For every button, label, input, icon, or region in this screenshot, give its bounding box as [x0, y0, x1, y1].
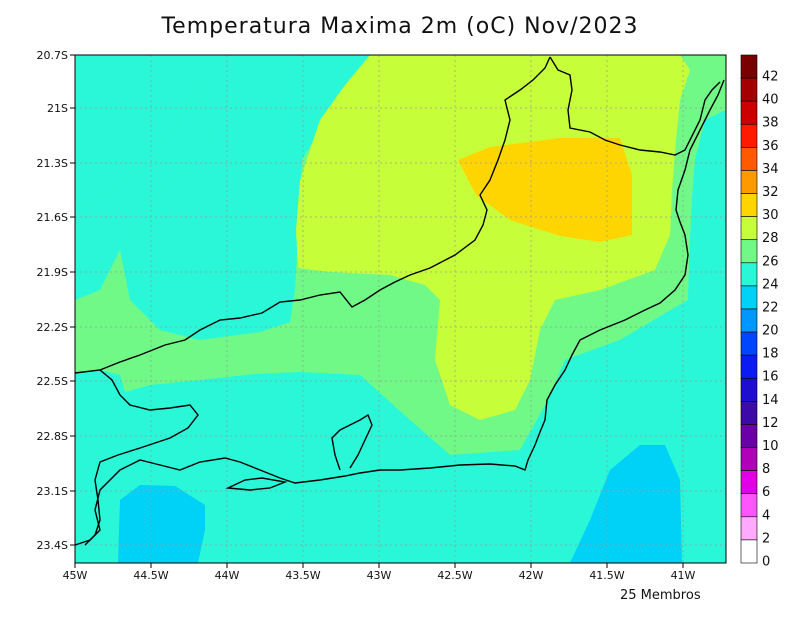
colorbar-swatch — [740, 77, 758, 102]
colorbar-label: 0 — [762, 554, 770, 569]
colorbar-swatch — [740, 100, 758, 125]
state-border-mg-es — [549, 56, 721, 156]
colorbar-label: 32 — [762, 185, 779, 200]
lon-label: 42.5W — [437, 569, 472, 582]
lat-label: 21.9S — [37, 266, 68, 279]
colorbar-swatch — [740, 239, 758, 264]
colorbar-swatch — [740, 308, 758, 333]
colorbar-label: 12 — [762, 416, 779, 431]
colorbar-swatch — [740, 54, 758, 79]
colorbar-label: 28 — [762, 231, 779, 246]
map-title: Temperatura Maxima 2m (oC) Nov/2023 — [161, 14, 639, 39]
boundary-lines — [74, 56, 725, 546]
colorbar-label: 36 — [762, 139, 779, 154]
colorbar-label: 14 — [762, 393, 779, 408]
colorbar-swatch — [740, 447, 758, 471]
lat-label: 20.7S — [37, 49, 68, 62]
map-frame — [74, 54, 727, 564]
colorbar-label: 10 — [762, 439, 779, 454]
lat-label: 21.3S — [37, 157, 68, 170]
lat-axis: 20.7S 21S 21.3S 21.6S 21.9S 22.2S 22.5S 22.8S 23… — [37, 49, 75, 552]
lon-label: 42W — [519, 569, 544, 582]
colorbar-label: 30 — [762, 208, 779, 223]
lon-label: 43W — [367, 569, 392, 582]
lat-label: 21.6S — [37, 211, 68, 224]
lat-label: 22.5S — [37, 375, 68, 388]
colorbar-swatch — [740, 470, 758, 495]
lon-label: 44W — [215, 569, 240, 582]
lon-label: 41W — [671, 569, 696, 582]
lat-label: 23.4S — [37, 539, 68, 552]
colorbar-label: 34 — [762, 162, 779, 177]
lat-label: 22.8S — [37, 430, 68, 443]
colorbar-label: 22 — [762, 300, 779, 315]
lon-label: 41.5W — [589, 569, 624, 582]
colorbar-swatch — [740, 285, 758, 310]
contour-east-24-26 — [530, 110, 726, 450]
colorbar-swatch — [740, 354, 758, 379]
lon-label: 45W — [63, 569, 88, 582]
colorbar-swatch — [740, 170, 758, 194]
contour-22-24-west — [118, 485, 205, 563]
colorbar-swatch — [740, 331, 758, 356]
colorbar-swatch — [740, 516, 758, 541]
members-footnote: 25 Membros — [620, 588, 701, 603]
island-ilha-grande — [225, 477, 288, 491]
colorbar-label: 20 — [762, 324, 779, 339]
colorbar-swatch — [740, 493, 758, 518]
colorbar-label: 26 — [762, 254, 779, 269]
colorbar-label: 4 — [762, 508, 770, 523]
guanabara-bay — [331, 413, 373, 471]
state-border-mg-sp — [84, 369, 199, 546]
contour-22-24-east — [570, 445, 682, 563]
colorbar-swatch — [740, 123, 758, 148]
colorbar-label: 40 — [762, 93, 779, 108]
colorbar-label: 8 — [762, 462, 770, 477]
colorbar-label: 38 — [762, 116, 779, 131]
lon-label: 44.5W — [133, 569, 168, 582]
colorbar-label: 6 — [762, 485, 770, 500]
colorbar-label: 16 — [762, 370, 779, 385]
colorbar-label: 24 — [762, 277, 779, 292]
colorbar-label: 2 — [762, 531, 770, 546]
colorbar-swatch — [740, 377, 758, 402]
colorbar-swatch — [740, 401, 758, 425]
state-border-mg-rj — [74, 56, 551, 374]
colorbar-swatch — [740, 262, 758, 287]
colorbar-label: 42 — [762, 70, 779, 85]
colorbar-swatch — [740, 424, 758, 448]
contour-west-24-26 — [75, 82, 215, 300]
lat-label: 21S — [47, 102, 68, 115]
lat-label: 23.1S — [37, 485, 68, 498]
colorbar-swatch — [740, 216, 758, 241]
colorbar-swatch — [740, 539, 758, 564]
gridlines — [75, 55, 726, 563]
lon-axis: 45W 44.5W 44W 43.5W 43W 42.5W 42W 41.5W 41W — [63, 563, 696, 582]
contour-30-32 — [458, 138, 632, 242]
colorbar-swatch — [740, 147, 758, 171]
coastline — [74, 79, 725, 546]
lon-label: 43.5W — [285, 569, 320, 582]
colorbar-label: 18 — [762, 347, 779, 362]
lat-label: 22.2S — [37, 321, 68, 334]
colorbar-swatch — [740, 193, 758, 217]
